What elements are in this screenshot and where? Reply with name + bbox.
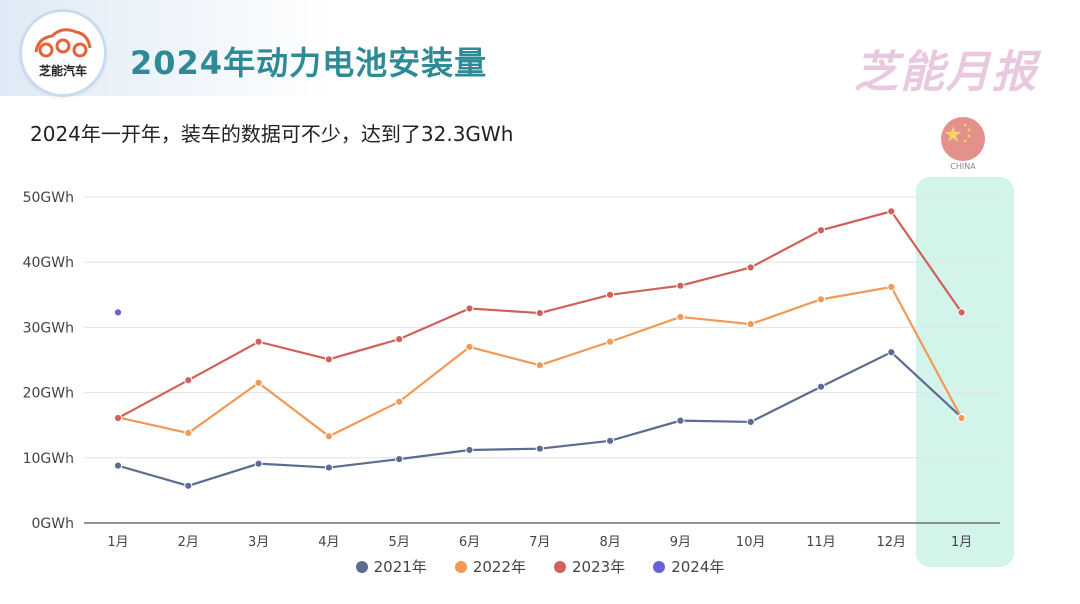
x-tick-label: 11月 bbox=[806, 535, 836, 550]
x-tick-label: 6月 bbox=[459, 535, 480, 550]
legend-label: 2024年 bbox=[671, 558, 725, 576]
data-point bbox=[465, 304, 474, 313]
data-point bbox=[887, 207, 896, 216]
data-point bbox=[606, 436, 615, 445]
data-point bbox=[676, 281, 685, 290]
data-point bbox=[957, 308, 966, 317]
x-tick-label: 1月 bbox=[951, 535, 972, 550]
legend: 2021年 2022年 2023年 2024年 bbox=[0, 556, 1080, 577]
x-tick-label: 9月 bbox=[670, 535, 691, 550]
data-point bbox=[816, 226, 826, 235]
y-tick-label: 30GWh bbox=[23, 320, 74, 336]
x-tick-label: 1月 bbox=[107, 535, 128, 550]
data-point bbox=[535, 444, 544, 453]
data-point bbox=[887, 348, 896, 357]
data-point bbox=[676, 416, 685, 425]
y-tick-label: 40GWh bbox=[23, 255, 74, 271]
legend-item: 2022年 bbox=[454, 556, 526, 577]
y-tick-label: 10GWh bbox=[23, 451, 74, 467]
x-tick-label: 5月 bbox=[389, 535, 410, 550]
data-point bbox=[324, 355, 333, 364]
data-point bbox=[465, 445, 474, 455]
data-point bbox=[535, 308, 544, 318]
legend-swatch bbox=[355, 560, 368, 573]
data-point bbox=[957, 413, 966, 423]
x-tick-label: 2月 bbox=[178, 535, 199, 550]
y-tick-label: 0GWh bbox=[32, 516, 74, 532]
data-point bbox=[184, 376, 193, 385]
data-point bbox=[535, 361, 544, 370]
data-point bbox=[395, 335, 404, 344]
china-flag-icon bbox=[941, 117, 985, 161]
data-point bbox=[816, 295, 826, 304]
car-logo-icon bbox=[34, 28, 92, 58]
legend-label: 2021年 bbox=[373, 558, 427, 576]
x-tick-label: 8月 bbox=[599, 535, 620, 550]
star-icon bbox=[945, 123, 971, 143]
brand-wordmark: 芝能月报 bbox=[854, 47, 1038, 98]
data-point bbox=[324, 463, 333, 472]
legend-item: 2021年 bbox=[355, 556, 427, 577]
data-point bbox=[184, 481, 193, 490]
data-point bbox=[606, 290, 615, 299]
data-point bbox=[465, 342, 474, 352]
data-point bbox=[324, 432, 333, 441]
data-point bbox=[254, 337, 263, 346]
legend-swatch bbox=[454, 560, 467, 573]
data-point bbox=[113, 308, 123, 317]
x-tick-label: 7月 bbox=[529, 535, 550, 550]
data-point bbox=[395, 397, 404, 406]
data-point bbox=[254, 459, 263, 468]
data-point bbox=[887, 282, 896, 292]
logo-text: 芝能汽车 bbox=[38, 64, 87, 78]
highlight-band bbox=[916, 177, 1014, 567]
x-tick-label: 3月 bbox=[248, 535, 269, 550]
series-line bbox=[117, 350, 963, 487]
data-point bbox=[395, 455, 404, 464]
data-point bbox=[816, 382, 826, 391]
y-tick-label: 50GWh bbox=[23, 190, 74, 206]
x-tick-label: 12月 bbox=[877, 535, 907, 550]
legend-item: 2023年 bbox=[554, 556, 625, 577]
data-point bbox=[746, 320, 755, 329]
page-title: 2024年动力电池安装量 bbox=[130, 44, 488, 82]
logo: 芝能汽车 bbox=[22, 12, 104, 94]
legend-item: 2024年 bbox=[653, 556, 724, 577]
data-point bbox=[254, 378, 263, 387]
data-point bbox=[606, 337, 615, 346]
y-tick-label: 20GWh bbox=[23, 386, 74, 402]
flag-label: CHINA bbox=[950, 162, 976, 171]
legend-label: 2023年 bbox=[572, 558, 626, 576]
legend-swatch bbox=[554, 560, 566, 573]
subtitle: 2024年一开年，装车的数据可不少，达到了32.3GWh bbox=[30, 122, 514, 146]
data-point bbox=[113, 413, 123, 423]
data-point bbox=[746, 417, 755, 427]
legend-label: 2022年 bbox=[472, 558, 526, 576]
legend-swatch bbox=[653, 560, 666, 573]
x-tick-label: 10月 bbox=[736, 535, 766, 550]
data-point bbox=[113, 461, 123, 470]
data-point bbox=[184, 428, 193, 438]
x-tick-label: 4月 bbox=[318, 535, 339, 550]
data-point bbox=[746, 263, 755, 272]
data-point bbox=[676, 312, 685, 322]
